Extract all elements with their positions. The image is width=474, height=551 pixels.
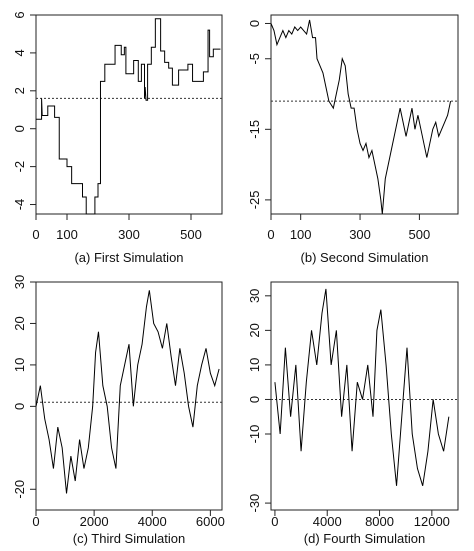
x-tick-label: 0 <box>32 514 39 529</box>
y-tick-label: 0 <box>12 403 27 410</box>
chart-panel-3: 0 2000 4000 6000 30 20 10 0 -20 (c) Third Simulat… <box>12 275 225 546</box>
x-tick-label: 2000 <box>80 514 109 529</box>
x-tick-label: 4000 <box>138 514 167 529</box>
y-tick-label: 4 <box>12 49 27 56</box>
x-tick-label: 12000 <box>414 514 450 529</box>
x-tick-label: 500 <box>180 227 202 242</box>
x-tick-label: 300 <box>118 227 140 242</box>
plot-frame <box>270 14 459 215</box>
x-tick-label: 0 <box>32 227 39 242</box>
series-line-1 <box>35 290 220 494</box>
y-tick-label: 0 <box>12 125 27 132</box>
y-tick-label: 0 <box>247 20 262 27</box>
chart-panel-1: 0 100 300 500 -4 -2 0 2 4 6 (a) First Simulation <box>12 11 223 265</box>
plot-frame <box>270 281 459 511</box>
series-line-1 <box>270 19 452 215</box>
panel-caption: (d) Fourth Simulation <box>304 531 425 546</box>
y-tick-label: -2 <box>12 161 27 173</box>
y-tick-label: -30 <box>247 494 262 513</box>
y-tick-label: -4 <box>12 199 27 211</box>
plot-frame <box>35 14 223 215</box>
x-tick-label: 500 <box>409 227 431 242</box>
y-tick-label: -15 <box>247 120 262 139</box>
x-tick-label: 0 <box>271 514 278 529</box>
x-tick-label: 6000 <box>196 514 225 529</box>
y-tick-label: 20 <box>12 316 27 330</box>
series-line-1 <box>36 18 221 215</box>
panel-caption: (a) First Simulation <box>74 250 183 265</box>
x-tick-label: 300 <box>349 227 371 242</box>
y-tick-label: -20 <box>12 480 27 499</box>
x-tick-label: 100 <box>290 227 312 242</box>
y-tick-label: 0 <box>247 396 262 403</box>
plot-frame <box>35 281 223 511</box>
panel-caption: (b) Second Simulation <box>301 250 429 265</box>
y-tick-label: 30 <box>247 289 262 303</box>
x-tick-label: 100 <box>56 227 78 242</box>
x-tick-label: 4000 <box>313 514 342 529</box>
y-tick-label: 20 <box>247 323 262 337</box>
panel-caption: (c) Third Simulation <box>73 531 185 546</box>
y-tick-label: 2 <box>12 87 27 94</box>
x-tick-label: 0 <box>267 227 274 242</box>
y-tick-label: -25 <box>247 190 262 209</box>
chart-panel-2: 0 100 300 500 0 -5 -15 -25 (b) Second Simulation <box>247 14 459 265</box>
series-line-1 <box>274 288 450 486</box>
y-tick-label: -10 <box>247 425 262 444</box>
y-tick-label: 10 <box>247 358 262 372</box>
chart-panel-4: 0 4000 8000 12000 30 20 10 0 -10 -30 (d) Fourth Si… <box>247 281 459 546</box>
y-tick-label: -5 <box>247 53 262 65</box>
y-tick-label: 10 <box>12 358 27 372</box>
y-tick-label: 30 <box>12 275 27 289</box>
y-tick-label: 6 <box>12 11 27 18</box>
x-tick-label: 8000 <box>365 514 394 529</box>
